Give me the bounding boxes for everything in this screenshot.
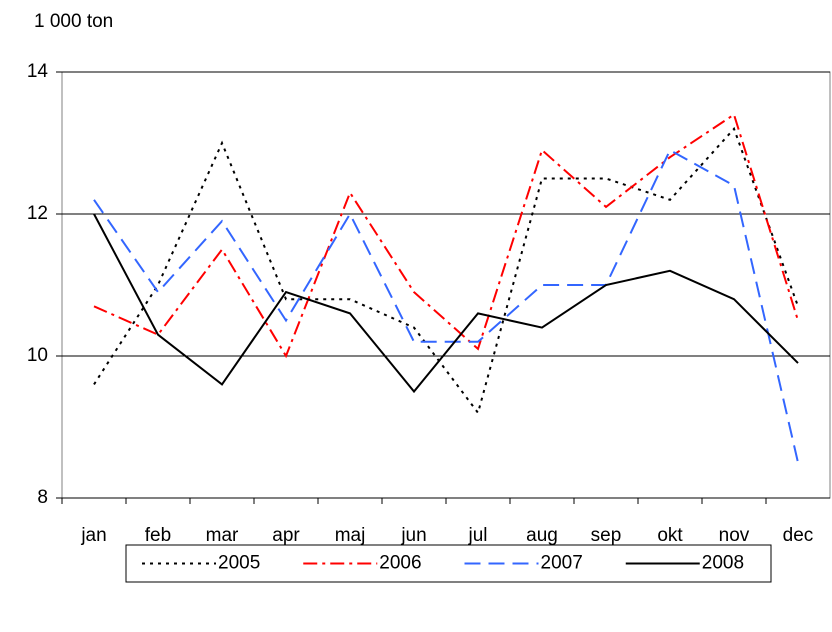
- x-tick-label: nov: [719, 525, 750, 546]
- x-tick-label: apr: [272, 525, 300, 546]
- x-tick-label: jun: [400, 525, 426, 546]
- y-tick-label: 12: [27, 203, 48, 224]
- x-tick-label: sep: [591, 525, 622, 546]
- y-tick-label: 8: [37, 487, 48, 508]
- x-tick-label: feb: [145, 525, 171, 546]
- plot-area: [61, 71, 831, 499]
- x-tick-label: dec: [783, 525, 814, 546]
- legend-label: 2007: [541, 553, 583, 574]
- legend-label: 2006: [379, 553, 421, 574]
- x-tick-label: maj: [335, 525, 366, 546]
- x-tick-label: okt: [657, 525, 683, 546]
- y-tick-label: 14: [27, 61, 49, 82]
- x-tick-label: jan: [80, 525, 106, 546]
- x-tick-label: aug: [526, 525, 558, 546]
- y-tick-label: 10: [27, 345, 48, 366]
- x-tick-label: jul: [467, 525, 487, 546]
- y-axis-label: 1 000 ton: [34, 11, 113, 32]
- series-line: [93, 126, 799, 416]
- legend-label: 2005: [218, 553, 260, 574]
- x-tick-label: mar: [206, 525, 239, 546]
- series-line: [93, 113, 799, 359]
- series-line: [93, 148, 799, 463]
- legend-label: 2008: [702, 553, 744, 574]
- series-line: [93, 213, 799, 394]
